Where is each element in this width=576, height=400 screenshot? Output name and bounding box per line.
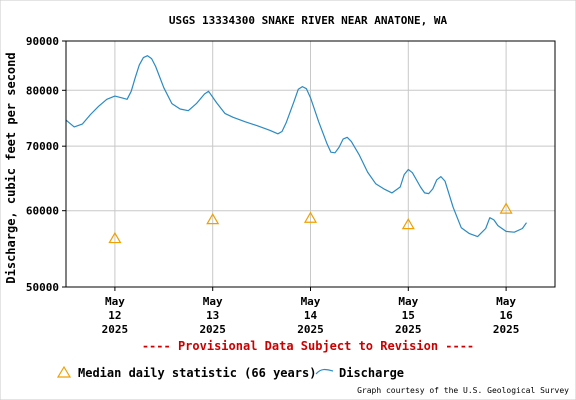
y-tick-label: 50000 (26, 281, 59, 294)
y-tick-label: 80000 (26, 84, 59, 97)
x-tick-label: 2025 (395, 323, 422, 336)
x-tick-label: 13 (206, 309, 219, 322)
median-marker (108, 231, 122, 244)
x-tick-label: May (301, 295, 321, 308)
x-tick-label: 2025 (102, 323, 129, 336)
median-markers (108, 202, 513, 244)
x-tick-label: 16 (499, 309, 513, 322)
legend: Median daily statistic (66 years) Discha… (56, 365, 404, 380)
y-axis-ticks: 50000 60000 70000 80000 90000 (26, 35, 66, 294)
median-marker (401, 217, 415, 230)
usgs-credit: Graph courtesy of the U.S. Geological Su… (357, 386, 569, 395)
x-tick-label: 2025 (297, 323, 324, 336)
x-tick-label: May (496, 295, 516, 308)
x-tick-label: 2025 (493, 323, 520, 336)
median-marker (303, 211, 318, 223)
median-marker (499, 202, 513, 214)
x-tick-label: May (398, 295, 418, 308)
y-tick-label: 90000 (26, 35, 59, 48)
legend-discharge-label: Discharge (339, 366, 404, 380)
y-axis-label: Discharge, cubic feet per second (4, 52, 18, 283)
provisional-data-note: ---- Provisional Data Subject to Revisio… (142, 339, 474, 353)
x-tick-label: 14 (304, 309, 318, 322)
legend-discharge-line-icon (315, 368, 334, 375)
discharge-line (65, 55, 527, 238)
x-tick-label: May (203, 295, 223, 308)
x-tick-label: May (105, 295, 125, 308)
x-axis-ticks: May122025May132025May142025May152025May1… (102, 287, 520, 336)
x-tick-label: 12 (108, 309, 121, 322)
median-marker (206, 212, 220, 225)
y-tick-label: 70000 (26, 140, 59, 153)
x-tick-label: 15 (402, 309, 415, 322)
discharge-series (65, 55, 527, 238)
x-tick-label: 2025 (199, 323, 226, 336)
legend-median-label: Median daily statistic (66 years) (78, 366, 316, 380)
plot-frame (65, 40, 556, 288)
legend-triangle-icon (56, 365, 72, 378)
y-tick-label: 60000 (26, 205, 59, 218)
chart-title: USGS 13334300 SNAKE RIVER NEAR ANATONE, … (169, 14, 448, 27)
